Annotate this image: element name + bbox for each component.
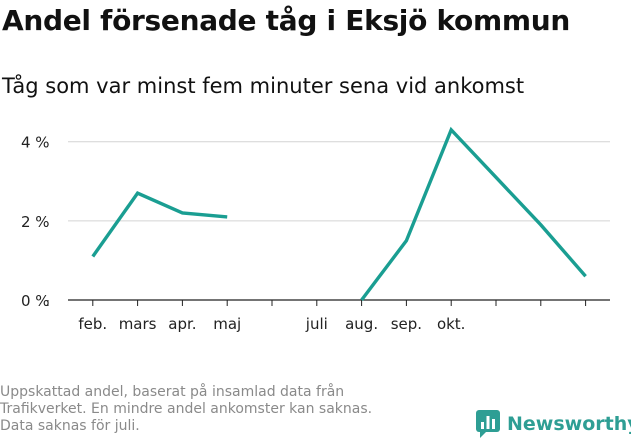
x-tick-label: apr. xyxy=(168,315,196,333)
footnote-line-3: Data saknas för juli. xyxy=(0,418,140,434)
y-tick-label: 0 % xyxy=(21,292,50,310)
line-chart: 0 % 2 % 4 % feb. mars apr. maj juli aug. sep. okt. xyxy=(21,126,610,333)
brand-name: Newsworthy xyxy=(507,413,631,435)
x-tick-label: aug. xyxy=(345,315,378,333)
x-tick-label: feb. xyxy=(78,315,107,333)
x-tick-label: maj xyxy=(213,315,241,333)
footnote: Uppskattad andel, baserat på insamlad da… xyxy=(0,384,440,435)
chart-subtitle: Tåg som var minst fem minuter sena vid a… xyxy=(2,74,525,98)
x-tick-label: mars xyxy=(119,315,157,333)
bar-chart-logo-icon xyxy=(476,410,500,438)
x-tick-label: okt. xyxy=(437,315,466,333)
x-tick-label: sep. xyxy=(391,315,422,333)
x-tick-label: juli xyxy=(305,315,328,333)
footnote-line-2: Trafikverket. En mindre andel ankomster … xyxy=(0,401,373,417)
series-line-segment xyxy=(360,126,587,302)
footnote-line-1: Uppskattad andel, baserat på insamlad da… xyxy=(0,384,345,400)
y-tick-label: 4 % xyxy=(21,134,50,152)
chart-title: Andel försenade tåg i Eksjö kommun xyxy=(2,4,571,37)
series-line-segment xyxy=(91,191,228,258)
brand-logo: Newsworthy xyxy=(475,408,631,440)
y-tick-label: 2 % xyxy=(21,213,50,231)
